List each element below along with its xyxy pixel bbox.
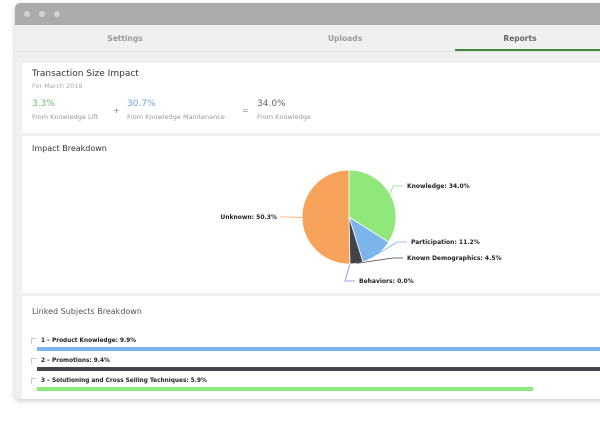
- pie-connector: [389, 185, 403, 195]
- knowledge-maintenance-label: From Knowledge Maintenance: [127, 113, 225, 121]
- close-window-button[interactable]: [24, 11, 30, 17]
- equals-sign: =: [242, 106, 249, 115]
- bar[interactable]: [37, 367, 600, 371]
- tab-settings[interactable]: Settings: [107, 34, 143, 43]
- tab-bar: Settings Uploads Reports: [15, 25, 600, 52]
- knowledge-maintenance-value: 30.7%: [127, 99, 156, 109]
- tab-reports[interactable]: Reports: [455, 25, 600, 51]
- pie-label: Participation: 11.2%: [411, 239, 480, 246]
- impact-title: Impact Breakdown: [32, 144, 107, 153]
- minimize-window-button[interactable]: [39, 11, 45, 17]
- knowledge-lift-label: From Knowledge Lift: [32, 113, 99, 121]
- title-bar: [15, 3, 600, 25]
- pie-label: Behaviors: 0.0%: [359, 278, 414, 285]
- bar-label: 3 – Solutioning and Cross Selling Techni…: [41, 378, 207, 384]
- axis-tick: [31, 338, 37, 344]
- summary-subtitle: For March 2018: [32, 82, 83, 90]
- linked-title: Linked Subjects Breakdown: [32, 307, 142, 316]
- linked-subjects-card: Linked Subjects Breakdown 1 – Product Kn…: [22, 296, 600, 399]
- impact-pie-chart: Knowledge: 34.0% Participation: 11.2% Know…: [220, 169, 502, 285]
- knowledge-total-value: 34.0%: [257, 99, 286, 109]
- axis-tick: [31, 378, 37, 384]
- plus-sign: +: [113, 106, 120, 115]
- pie-label: Unknown: 50.3%: [220, 214, 277, 221]
- pie-label: Knowledge: 34.0%: [407, 183, 470, 190]
- bar[interactable]: [37, 387, 533, 391]
- knowledge-total-label: From Knowledge: [257, 113, 311, 121]
- pie-connector: [356, 257, 403, 264]
- bar[interactable]: [37, 347, 600, 351]
- pie-slice-unknown[interactable]: [301, 169, 351, 265]
- tab-uploads[interactable]: Uploads: [327, 34, 363, 43]
- pie-connector: [344, 263, 355, 282]
- axis-tick: [31, 358, 37, 364]
- knowledge-lift-value: 3.3%: [32, 99, 55, 109]
- maximize-window-button[interactable]: [54, 11, 60, 17]
- summary-card: Transaction Size Impact For March 2018 3…: [22, 63, 600, 133]
- pie-label: Known Demographics: 4.5%: [407, 255, 502, 262]
- bar-label: 2 – Promotions: 9.4%: [41, 358, 110, 364]
- bar-label: 1 – Product Knowledge: 9.9%: [41, 338, 137, 344]
- pie-connector: [377, 241, 407, 255]
- app-window: Settings Uploads Reports Transaction Siz…: [15, 3, 600, 399]
- impact-card: Impact Breakdown Knowledge: 34.0% Partici…: [22, 136, 600, 293]
- summary-title: Transaction Size Impact: [32, 69, 139, 79]
